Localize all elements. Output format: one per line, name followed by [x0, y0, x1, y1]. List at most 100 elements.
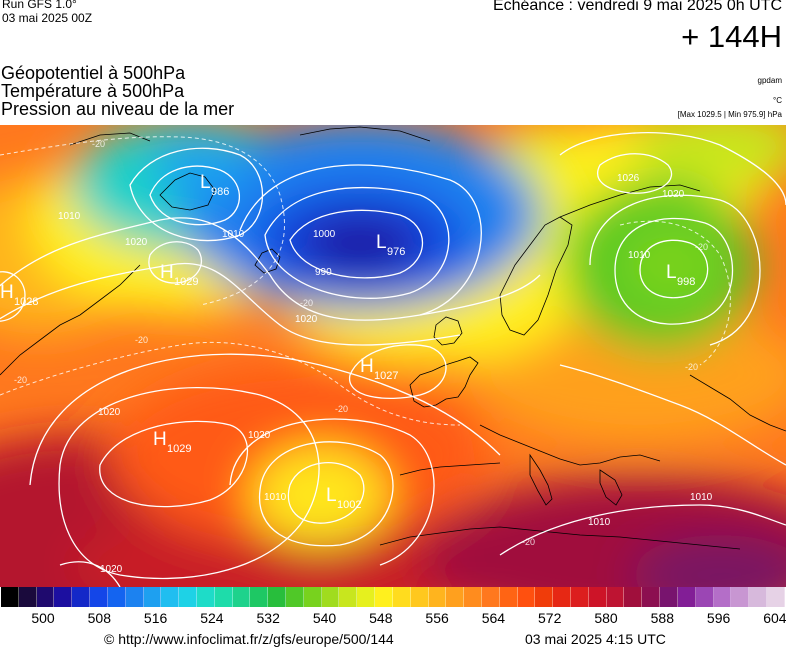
legend-swatch	[36, 587, 55, 607]
legend-swatch	[232, 587, 251, 607]
isobar-label: 1020	[98, 407, 121, 418]
legend-swatch	[107, 587, 126, 607]
temperature-labels: -20 -20 -20 -20 -20 -20 -20 -20	[14, 139, 708, 547]
legend-tick-label: 564	[481, 610, 506, 626]
pressure-range: [Max 1029.5 | Min 975.9] hPa	[677, 110, 782, 119]
svg-text:986: 986	[211, 186, 229, 198]
high-center: H 1028	[0, 282, 38, 308]
weather-map[interactable]: L 986 L 976 L 998 L 1002 H 1029 H 1028 H…	[0, 125, 786, 587]
temperature-label: -20	[522, 537, 535, 547]
copyright-link[interactable]: © http://www.infoclimat.fr/z/gfs/europe/…	[104, 631, 394, 647]
field-title-pressure: Pression au niveau de la mer	[1, 99, 235, 119]
legend-swatch	[161, 587, 180, 607]
pressure-centers: L 986 L 976 L 998 L 1002 H 1029 H 1028 H…	[0, 172, 695, 511]
temperature-label: -20	[300, 298, 313, 308]
high-center: H 1029	[153, 429, 191, 455]
field-title-geopotential: Géopotentiel à 500hPa	[1, 63, 186, 83]
legend-swatch	[90, 587, 108, 607]
run-title: Run GFS 1.0°	[2, 0, 77, 11]
legend-swatch	[143, 587, 162, 607]
legend-swatch	[642, 587, 661, 607]
legend-tick-label: 532	[256, 610, 280, 626]
legend-swatch	[1, 587, 19, 607]
svg-text:L: L	[200, 172, 211, 193]
isobar-label: 1020	[295, 314, 318, 325]
temperature-label: -20	[135, 335, 148, 345]
svg-text:H: H	[360, 356, 374, 377]
coastlines	[0, 126, 786, 550]
temperature-label: -20	[14, 375, 27, 385]
legend-swatch	[286, 587, 304, 607]
svg-text:976: 976	[387, 246, 405, 258]
legend-swatch	[731, 587, 750, 607]
legend-swatch	[606, 587, 625, 607]
legend-swatch	[660, 587, 678, 607]
field-title-temperature: Température à 500hPa	[1, 81, 185, 101]
low-center: L 1002	[326, 485, 361, 511]
isobar-label: 1010	[222, 229, 245, 240]
isobar-label: 1020	[248, 430, 271, 441]
temperature-label: -20	[92, 139, 105, 149]
isobar-label: 1000	[313, 229, 336, 240]
isotherms	[0, 136, 731, 426]
low-center: L 976	[376, 232, 405, 258]
lead-time: + 144H	[681, 19, 782, 54]
legend-swatch	[268, 587, 286, 607]
legend-tick-label: 580	[594, 610, 618, 626]
high-center: H 1027	[360, 356, 398, 382]
temperature-label: -20	[695, 242, 708, 252]
legend-swatch	[588, 587, 607, 607]
legend-swatch	[214, 587, 233, 607]
svg-text:H: H	[160, 262, 174, 283]
svg-text:1027: 1027	[374, 370, 398, 382]
isobar-label: 1020	[125, 237, 148, 248]
legend-tick-label: 508	[87, 610, 111, 626]
legend-swatch	[339, 587, 358, 607]
legend-tick-label: 604	[763, 610, 786, 626]
legend-swatch	[428, 587, 447, 607]
unit-geopotential: gpdam	[757, 76, 782, 85]
legend-swatch	[303, 587, 322, 607]
isobars	[0, 132, 786, 587]
legend-swatch	[553, 587, 571, 607]
svg-text:1028: 1028	[14, 296, 38, 308]
svg-text:L: L	[376, 232, 387, 253]
svg-text:L: L	[666, 262, 677, 283]
isobar-label: 1010	[264, 492, 287, 503]
high-center: H 1029	[160, 262, 198, 288]
temperature-label: -20	[335, 404, 348, 414]
legend-tick-label: 524	[200, 610, 224, 626]
isobar-label: 990	[315, 267, 332, 278]
legend-swatch	[766, 587, 785, 607]
legend-swatch	[481, 587, 500, 607]
legend-tick-label: 588	[650, 610, 674, 626]
legend-swatch	[499, 587, 518, 607]
legend-swatch	[375, 587, 393, 607]
legend-swatch	[179, 587, 197, 607]
legend-swatch	[749, 587, 767, 607]
isobar-label: 1026	[617, 173, 640, 184]
isobar-label: 1010	[628, 250, 651, 261]
legend-swatch	[54, 587, 73, 607]
isobar-labels: 1010 1020 1000 990 1010 1026 1020 1010 1…	[58, 173, 713, 575]
svg-text:L: L	[326, 485, 337, 506]
legend-swatch	[392, 587, 411, 607]
isobar-label: 1010	[588, 517, 611, 528]
legend-swatch	[624, 587, 643, 607]
isobar-label: 1020	[100, 564, 123, 575]
valid-time: Echéance : vendredi 9 mai 2025 0h UTC	[492, 0, 782, 14]
generation-date: 03 mai 2025 4:15 UTC	[525, 631, 666, 647]
legend-tick-label: 596	[706, 610, 731, 626]
legend-swatch	[125, 587, 144, 607]
legend-swatch	[535, 587, 554, 607]
svg-text:1029: 1029	[174, 276, 198, 288]
legend-swatch	[72, 587, 91, 607]
isobar-label: 1010	[58, 211, 81, 222]
svg-text:1029: 1029	[167, 443, 191, 455]
low-center: L 998	[666, 262, 695, 288]
svg-text:1002: 1002	[337, 499, 361, 511]
legend-swatch	[250, 587, 269, 607]
unit-temperature: °C	[773, 96, 782, 105]
low-center: L 986	[200, 172, 229, 198]
legend-swatch	[196, 587, 215, 607]
